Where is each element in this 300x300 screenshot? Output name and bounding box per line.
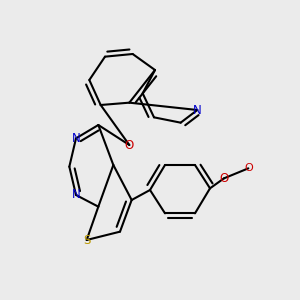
Text: N: N <box>72 132 80 145</box>
Text: O: O <box>125 139 134 152</box>
Text: O: O <box>219 172 229 185</box>
Text: N: N <box>72 188 80 202</box>
Text: O: O <box>244 163 253 173</box>
Text: N: N <box>193 103 202 116</box>
Text: S: S <box>83 233 90 247</box>
